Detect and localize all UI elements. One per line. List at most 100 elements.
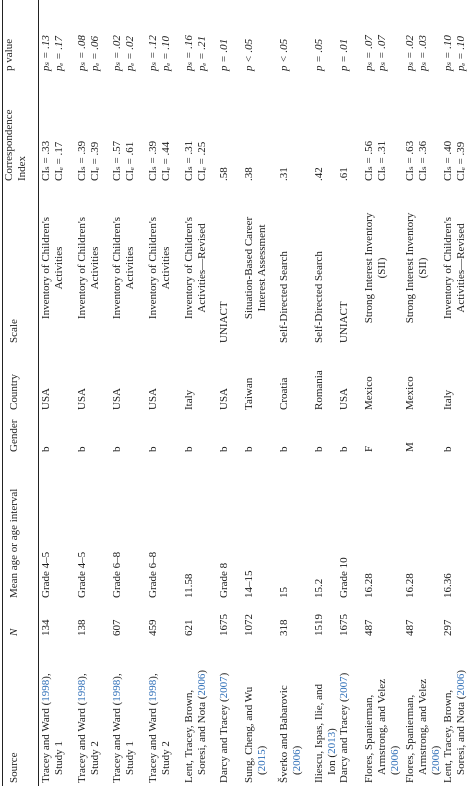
scale-cell-line: (SII) — [376, 257, 389, 279]
citation-year-link[interactable]: 2007 — [218, 676, 230, 699]
n-cell: 138 — [76, 620, 89, 637]
n-cell-line: 318 — [278, 619, 290, 637]
age-cell-line: 16.28 — [363, 573, 375, 598]
ci-cell: .31 — [278, 167, 291, 181]
country-cell: Taiwan — [243, 378, 256, 410]
source-line: Darcy and Tracey (2007) — [338, 673, 351, 783]
gender-cell-line: b — [243, 446, 255, 453]
scale-cell-line: Inventory of Children's — [183, 216, 195, 320]
source-line: Tracey and Ward (1998), — [147, 673, 160, 783]
gender-cell-line: F — [363, 445, 375, 452]
n-cell: 134 — [40, 620, 53, 637]
source-text: Tracey and Ward ( — [111, 701, 123, 783]
p-cell: p = .01 — [218, 39, 231, 71]
p-cell-line: pₑ = .10 — [160, 35, 173, 71]
scale-cell-line: Activities—Revised — [455, 223, 468, 313]
n-cell: 297 — [442, 620, 455, 637]
source-text: Lent, Tracey, Brown, — [183, 689, 195, 783]
source-line: Study 2 — [160, 673, 173, 783]
ci-cell-line: CIₛ = .56 — [363, 140, 375, 181]
gender-cell-line: b — [313, 446, 325, 453]
gender-cell: b — [243, 447, 256, 453]
gender-cell-line: b — [218, 446, 230, 453]
source-text: Soresi, and Nota ( — [455, 695, 468, 775]
source-text: ( — [389, 771, 402, 775]
country-cell: Mexico — [404, 376, 417, 410]
n-cell: 487 — [404, 620, 417, 637]
gender-cell-line: b — [183, 446, 195, 453]
p-cell-line: pₛ = .02 — [404, 35, 416, 71]
country-cell: Italy — [183, 390, 196, 410]
citation-year-link[interactable]: 1998 — [40, 679, 52, 702]
citation-year-link[interactable]: 2006 — [196, 673, 209, 696]
age-cell-line: 11.58 — [183, 573, 195, 598]
scale-cell-line: Inventory of Children's — [40, 216, 52, 320]
gender-cell: b — [147, 447, 160, 453]
age-cell-line: 15.2 — [313, 578, 325, 598]
n-cell: 1072 — [243, 614, 256, 636]
scale-cell-line: Situation-Based Career — [243, 216, 255, 320]
citation-year-link[interactable]: 1998 — [147, 679, 159, 702]
source-text: ) — [430, 745, 443, 750]
citation-year-link[interactable]: 1998 — [111, 679, 123, 702]
citation-year-link[interactable]: 2006 — [291, 749, 304, 772]
country-cell: USA — [111, 388, 124, 410]
age-cell-line: Grade 4–5 — [76, 551, 88, 598]
citation-year-link[interactable]: 2006 — [389, 749, 402, 772]
source-text: Study 1 — [124, 741, 137, 775]
citation-year-link[interactable]: 2015 — [256, 749, 269, 772]
p-cell: p < .05 — [243, 39, 256, 71]
age-cell: 15 — [278, 587, 291, 598]
p-cell: p = .05 — [313, 39, 326, 71]
citation-year-link[interactable]: 2006 — [430, 749, 443, 772]
gender-cell-line: b — [40, 446, 52, 453]
gender-cell-line: M — [404, 442, 416, 452]
citation-year-link[interactable]: 2013 — [326, 731, 339, 754]
p-cell-line: pₑ = .06 — [89, 35, 102, 71]
citation-year-link[interactable]: 2006 — [455, 673, 468, 696]
ci-cell: CIₛ = .63 CIₛ = .36 — [404, 141, 430, 181]
source-text: Study 2 — [89, 741, 102, 775]
scale-cell-line: Activities—Revised — [196, 223, 209, 313]
scale-cell: Inventory of Children's Activities — [40, 193, 66, 343]
gender-cell: b — [183, 447, 196, 453]
n-cell: 1519 — [313, 614, 326, 636]
source-text: Armstrong, and Velez — [376, 678, 389, 775]
source-cell: Iliescu, Ispas, Ilie, and Ion (2013) — [313, 684, 339, 783]
p-cell-line: p = .01 — [218, 38, 230, 71]
ci-cell: CIₛ = .33 CIₑ = .17 — [40, 141, 66, 181]
ci-cell-line: CIₛ = .63 — [404, 140, 416, 181]
header-correspondence-index: Correspondence Index — [3, 110, 29, 181]
country-cell-line: Croatia — [278, 377, 290, 410]
country-cell: USA — [76, 388, 89, 410]
source-line: Tracey and Ward (1998), — [111, 673, 124, 783]
age-cell: Grade 8 — [218, 563, 231, 598]
source-text: ( — [430, 771, 443, 775]
header-gender: Gender — [8, 419, 20, 452]
age-cell-line: Grade 8 — [218, 562, 230, 598]
ci-cell-line: CIₑ = .61 — [124, 141, 137, 181]
source-text: Sung, Cheng, and Wu — [243, 686, 255, 783]
scale-cell: Inventory of Children's Activities — [147, 193, 173, 343]
source-text: ) — [455, 669, 468, 674]
source-text: Ion ( — [326, 753, 339, 775]
source-cell: Tracey and Ward (1998), Study 1 — [40, 673, 66, 783]
gender-cell-line: b — [442, 446, 454, 453]
country-cell-line: Mexico — [363, 376, 375, 410]
citation-year-link[interactable]: 1998 — [76, 679, 88, 702]
source-line: Lent, Tracey, Brown, — [442, 670, 455, 783]
scale-cell: Inventory of Children's Activities—Revise… — [442, 193, 468, 343]
citation-year-link[interactable]: 2007 — [338, 676, 350, 699]
ci-cell-line: CIₑ = .25 — [196, 141, 209, 181]
n-cell-line: 621 — [183, 619, 195, 637]
header-source: Source — [8, 752, 20, 783]
p-cell-line: p = .01 — [338, 38, 350, 71]
scale-cell: Self-Directed Search — [313, 193, 326, 343]
ci-cell: CIₛ = .40 CIₑ = .39 — [442, 141, 468, 181]
gender-cell-line: b — [278, 446, 290, 453]
source-line: Flores, Spanierman, — [363, 679, 376, 783]
source-text: ( — [291, 771, 304, 775]
source-cell: Lent, Tracey, Brown, Soresi, and Nota (20… — [183, 670, 209, 783]
source-line: Armstrong, and Velez — [417, 679, 430, 783]
ci-cell-line: CIₑ = .39 — [89, 141, 102, 181]
